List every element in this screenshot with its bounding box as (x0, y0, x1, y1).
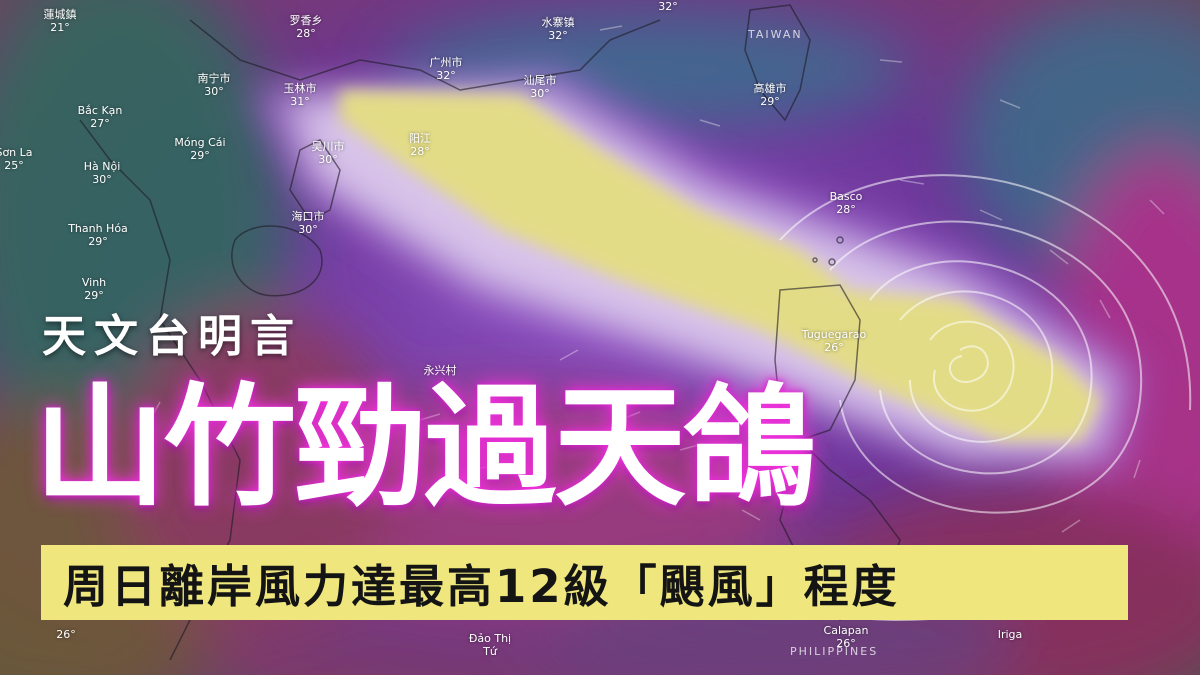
city-name: 南宁市 (197, 72, 231, 85)
city-name: Iriga (997, 628, 1023, 641)
city-label: 广州市 32° (430, 56, 463, 82)
yellow-rain-band (340, 90, 1100, 440)
city-name: Vinh (81, 276, 107, 289)
city-temp: 31° (290, 95, 310, 108)
city-temp: 32° (658, 0, 678, 13)
city-label: Thanh Hóa 29° (68, 222, 128, 248)
city-label: Hà Nội 30° (84, 160, 121, 186)
city-name: 汕尾市 (523, 74, 557, 87)
city-name: Tuguegarao (801, 328, 867, 341)
city-name: Móng Cái (174, 136, 226, 149)
subtitle-banner: 周日離岸風力達最高12級「颶風」程度 (41, 545, 1128, 620)
city-name: Calapan (823, 624, 869, 637)
city-label: Calapan 26° (824, 624, 869, 650)
region-label-taiwan: TAIWAN (748, 28, 803, 41)
city-label: 阳江 28° (409, 132, 431, 158)
city-label: 汕尾市 30° (524, 74, 557, 100)
city-temp: 28° (296, 27, 316, 40)
city-temp: 30° (318, 153, 338, 166)
city-label: 罗香乡 28° (290, 14, 323, 40)
city-label: Bắc Kạn 27° (78, 104, 123, 130)
headline-title: 山竹勁過天鴿 (34, 370, 816, 525)
city-label: Tuguegarao 26° (802, 328, 866, 354)
city-label: 吴川市 30° (312, 140, 345, 166)
city-name: 水寨镇 (541, 16, 575, 29)
city-name: 蓮城鎮 (43, 8, 77, 21)
city-label: 蓮城鎮 21° (44, 8, 77, 34)
region-label-philippines: PHILIPPINES (790, 645, 879, 658)
city-name: 阳江 (409, 132, 431, 145)
city-label: 南宁市 30° (198, 72, 231, 98)
city-label: 高雄市 29° (754, 82, 787, 108)
city-label: 水寨镇 32° (542, 16, 575, 42)
city-name: 吴川市 (311, 140, 345, 153)
city-temp: 27° (90, 117, 110, 130)
city-temp: 29° (84, 289, 104, 302)
city-temp: 30° (530, 87, 550, 100)
city-label: 海口市 30° (292, 210, 325, 236)
city-name: Bắc Kạn (77, 104, 123, 117)
city-label: 玉林市 31° (284, 82, 317, 108)
city-temp: 28° (410, 145, 430, 158)
city-label: 32° (658, 0, 678, 13)
city-temp: 25° (4, 159, 24, 172)
city-temp: 32° (436, 69, 456, 82)
city-name: 玉林市 (283, 82, 317, 95)
city-name: Basco (829, 190, 863, 203)
city-label: Đảo Thị Tứ (469, 632, 511, 658)
city-temp: 30° (204, 85, 224, 98)
city-label: 永兴村 (424, 364, 457, 377)
city-temp: 30° (92, 173, 112, 186)
city-name: Đảo Thị (468, 632, 512, 645)
city-name: 永兴村 (423, 364, 457, 377)
city-name: Sơn La (0, 146, 33, 159)
city-temp: 26° (824, 341, 844, 354)
city-label: Iriga (998, 628, 1023, 641)
city-temp: 21° (50, 21, 70, 34)
city-temp: 26° (56, 628, 76, 641)
city-temp: 32° (548, 29, 568, 42)
city-name: 广州市 (429, 56, 463, 69)
city-name: Hà Nội (83, 160, 121, 173)
city-temp: Tứ (483, 645, 497, 658)
city-temp: 29° (190, 149, 210, 162)
city-name: 高雄市 (753, 82, 787, 95)
city-label: Vinh 29° (82, 276, 106, 302)
city-name: Thanh Hóa (68, 222, 128, 235)
city-label: 26° (56, 628, 76, 641)
city-temp: 30° (298, 223, 318, 236)
city-temp: 29° (760, 95, 780, 108)
city-temp: 26° (836, 637, 856, 650)
city-label: Móng Cái 29° (174, 136, 225, 162)
headline-kicker: 天文台明言 (42, 311, 302, 362)
city-name: 罗香乡 (289, 14, 323, 27)
subtitle-text: 周日離岸風力達最高12級「颶風」程度 (63, 560, 900, 613)
city-label: Basco 28° (830, 190, 863, 216)
city-temp: 28° (836, 203, 856, 216)
city-label: Sơn La 25° (0, 146, 33, 172)
city-name: 海口市 (291, 210, 325, 223)
typhoon-eye (699, 174, 1192, 621)
city-temp: 29° (88, 235, 108, 248)
